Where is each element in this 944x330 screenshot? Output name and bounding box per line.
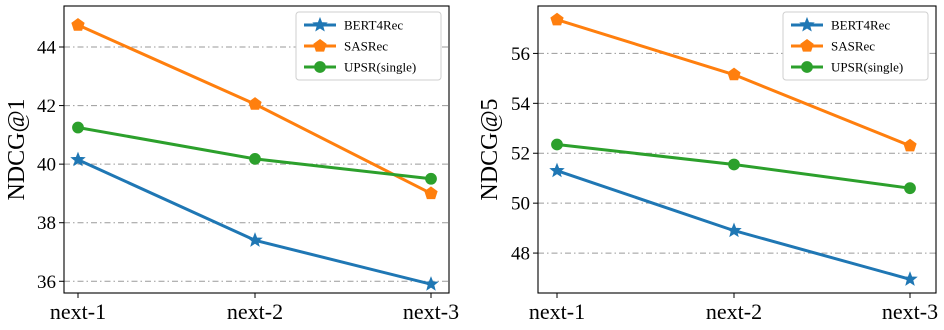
data-point bbox=[551, 138, 563, 151]
legend-swatch-marker bbox=[801, 61, 813, 73]
legend-box bbox=[782, 11, 929, 81]
x-tick-label: next-3 bbox=[403, 299, 459, 324]
data-point bbox=[728, 158, 740, 171]
y-axis-label: NDCG@1 bbox=[4, 98, 30, 200]
legend-box bbox=[295, 11, 442, 81]
x-tick-label: next-2 bbox=[227, 299, 283, 324]
y-tick-label: 54 bbox=[511, 94, 531, 115]
data-point bbox=[726, 222, 742, 238]
x-tick-label: next-3 bbox=[882, 299, 938, 324]
y-tick-label: 48 bbox=[511, 244, 530, 265]
x-tick-label: next-1 bbox=[50, 299, 106, 324]
data-point bbox=[72, 121, 84, 134]
legend: BERT4Rec SASRec UPSR(single) bbox=[782, 11, 929, 81]
legend-swatch-marker bbox=[312, 16, 328, 32]
y-tick-label: 44 bbox=[37, 38, 57, 59]
data-point bbox=[727, 67, 741, 81]
data-point bbox=[424, 186, 438, 200]
data-point bbox=[71, 18, 85, 31]
y-axis-label: NDCG@5 bbox=[477, 98, 503, 200]
series-line-bert4rec bbox=[77, 158, 432, 286]
x-tick-label: next-2 bbox=[706, 299, 762, 324]
legend: BERT4Rec SASRec UPSR(single) bbox=[295, 11, 442, 81]
legend-swatch-marker bbox=[314, 61, 326, 73]
data-point bbox=[423, 276, 439, 291]
data-point bbox=[247, 232, 263, 247]
plot-area-frame bbox=[537, 5, 937, 294]
legend-entry-label: BERT4Rec bbox=[831, 18, 890, 33]
y-tick-label: 50 bbox=[511, 194, 530, 215]
data-point bbox=[903, 138, 917, 152]
legend-swatch-marker bbox=[800, 39, 814, 52]
plot-area-frame bbox=[63, 5, 450, 294]
data-point bbox=[248, 97, 262, 110]
data-point bbox=[249, 152, 261, 165]
chart-panel-1: 36 38 40 42 44 next-1 next-2 next-3 NDCG@1 BERT4R… bbox=[4, 5, 459, 324]
y-tick-label: 36 bbox=[37, 272, 56, 293]
legend-entry-label: UPSR(single) bbox=[344, 60, 416, 75]
data-point bbox=[425, 172, 437, 185]
data-point bbox=[70, 151, 86, 167]
data-point bbox=[550, 12, 564, 26]
legend-swatch-marker bbox=[799, 16, 815, 32]
data-point bbox=[549, 162, 565, 178]
legend-entry-label: UPSR(single) bbox=[831, 60, 903, 75]
legend-entry-label: SASRec bbox=[831, 39, 875, 54]
chart-panel-2: 48 50 52 54 56 next-1 next-2 next-3 NDCG@5 BERT4R… bbox=[477, 5, 938, 324]
y-tick-label: 56 bbox=[511, 44, 530, 65]
x-tick-label: next-1 bbox=[529, 299, 585, 324]
y-tick-label: 38 bbox=[37, 213, 56, 234]
y-tick-label: 40 bbox=[37, 155, 56, 176]
data-point bbox=[904, 182, 916, 195]
data-point bbox=[902, 271, 918, 286]
y-tick-label: 52 bbox=[511, 144, 530, 165]
y-tick-label: 42 bbox=[37, 96, 56, 117]
legend-entry-label: BERT4Rec bbox=[344, 18, 403, 33]
legend-entry-label: SASRec bbox=[344, 39, 388, 54]
legend-swatch-marker bbox=[313, 39, 327, 52]
